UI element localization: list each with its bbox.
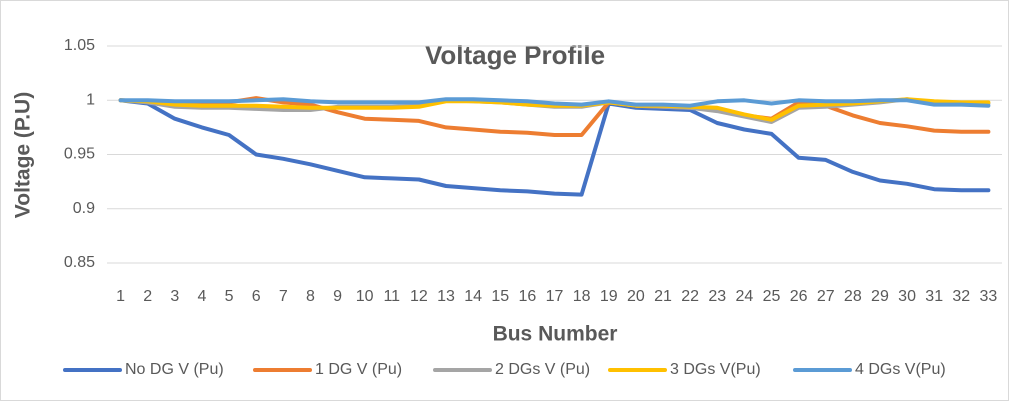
x-tick-label: 30 [898,288,916,305]
x-tick-label: 33 [980,288,998,305]
series-line [118,98,991,197]
x-tick-label: 27 [817,288,835,305]
x-tick-label: 7 [279,288,288,305]
x-tick-label: 21 [654,288,672,305]
x-tick-label: 6 [252,288,261,305]
y-tick-label: 1.05 [64,37,95,54]
x-tick-label: 20 [627,288,645,305]
x-tick-label: 8 [306,288,315,305]
legend-label: 4 DGs V(Pu) [855,361,946,378]
x-axis-title: Bus Number [493,323,618,346]
x-tick-label: 16 [518,288,536,305]
chart-title: Voltage Profile [425,40,605,70]
x-tick-label: 1 [116,288,125,305]
x-tick-label: 9 [333,288,342,305]
series-line [118,97,991,122]
legend-label: 2 DGs V (Pu) [495,361,590,378]
y-tick-label: 0.85 [64,254,95,271]
x-tick-label: 2 [143,288,152,305]
x-tick-label: 29 [871,288,889,305]
x-tick-label: 10 [356,288,374,305]
x-tick-label: 18 [573,288,591,305]
y-tick-label: 1 [86,91,95,108]
x-tick-label: 17 [546,288,564,305]
x-tick-label: 31 [925,288,943,305]
x-tick-label: 5 [225,288,234,305]
x-tick-label: 19 [600,288,618,305]
legend-label: 1 DG V (Pu) [315,361,402,378]
y-tick-label: 0.9 [73,200,95,217]
x-tick-label: 3 [170,288,179,305]
x-tick-label: 23 [708,288,726,305]
x-tick-label: 24 [735,288,753,305]
x-tick-label: 4 [197,288,206,305]
x-tick-label: 15 [491,288,509,305]
x-tick-label: 11 [383,288,400,305]
x-tick-label: 28 [844,288,862,305]
series-line [118,97,991,108]
y-tick-label: 0.95 [64,146,95,163]
x-tick-label: 12 [410,288,428,305]
x-tick-label: 22 [681,288,699,305]
x-tick-label: 13 [437,288,455,305]
x-tick-label: 25 [763,288,781,305]
y-axis-title: Voltage (P.U) [12,92,35,218]
legend-label: No DG V (Pu) [125,361,224,378]
x-tick-label: 32 [952,288,970,305]
x-tick-label: 14 [464,288,482,305]
x-tick-label: 26 [790,288,808,305]
legend-label: 3 DGs V(Pu) [670,361,761,378]
